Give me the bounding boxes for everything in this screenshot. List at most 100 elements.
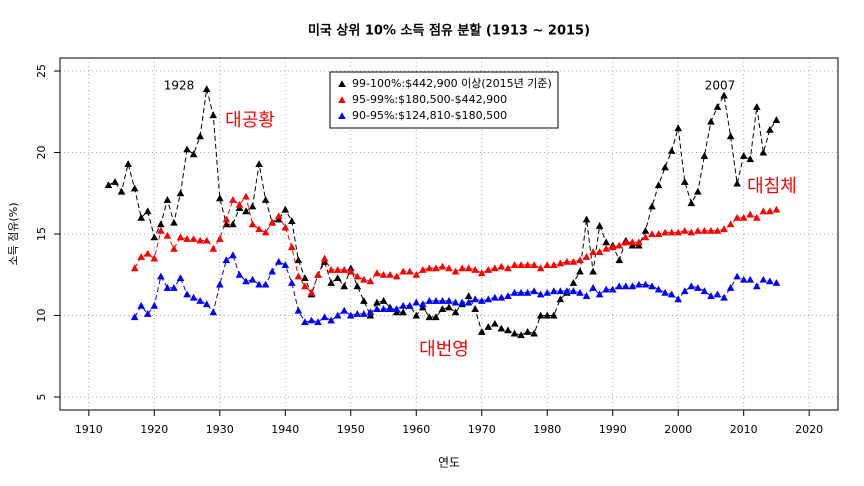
data-point <box>314 270 322 278</box>
data-point <box>209 111 218 119</box>
y-tick-label: 20 <box>35 146 48 160</box>
data-point <box>563 287 571 295</box>
data-point <box>373 269 381 277</box>
data-point <box>746 275 755 283</box>
data-point <box>373 298 381 306</box>
data-point <box>425 264 434 272</box>
x-tick-label: 1960 <box>402 423 430 436</box>
data-point <box>130 184 139 192</box>
data-point <box>196 236 204 244</box>
data-point <box>707 226 715 234</box>
data-point <box>150 233 159 241</box>
data-point <box>622 282 630 290</box>
data-point <box>425 313 434 321</box>
data-point <box>687 199 696 207</box>
data-point <box>517 261 525 269</box>
data-point <box>124 160 132 167</box>
data-point <box>307 316 316 324</box>
data-point <box>543 288 552 296</box>
data-point <box>255 160 263 167</box>
data-point <box>739 151 748 159</box>
data-point <box>739 213 748 221</box>
data-point <box>772 279 781 286</box>
data-point <box>189 293 198 301</box>
data-point <box>680 226 689 234</box>
data-point <box>477 269 486 277</box>
annotation: 대번영 <box>419 339 469 360</box>
data-point <box>589 267 597 275</box>
data-point <box>549 287 558 295</box>
data-point <box>680 178 689 185</box>
data-point <box>504 264 512 272</box>
data-point <box>648 202 656 210</box>
data-point <box>379 305 388 313</box>
data-point <box>412 298 421 306</box>
data-point <box>622 238 630 246</box>
data-point <box>137 301 146 309</box>
data-point <box>602 285 610 293</box>
data-point <box>137 253 146 260</box>
data-point <box>288 217 296 225</box>
data-point <box>274 212 283 220</box>
data-point <box>733 272 741 280</box>
data-point <box>451 267 460 275</box>
data-point <box>445 264 453 272</box>
x-tick-label: 1950 <box>337 423 365 436</box>
x-tick-label: 2010 <box>730 423 758 436</box>
data-point <box>759 275 768 283</box>
data-point <box>700 151 709 159</box>
data-point <box>589 248 597 255</box>
data-point <box>170 244 178 252</box>
data-point <box>353 272 362 280</box>
data-point <box>523 288 532 296</box>
x-tick-label: 1970 <box>468 423 496 436</box>
data-point <box>229 251 237 259</box>
data-point <box>183 235 191 242</box>
data-point <box>419 300 427 308</box>
data-point <box>739 275 748 283</box>
data-point <box>543 311 552 319</box>
data-point <box>340 266 349 273</box>
data-point <box>766 277 774 285</box>
data-point <box>281 205 290 213</box>
data-point <box>648 282 656 290</box>
data-point <box>294 256 303 264</box>
data-point <box>707 117 715 125</box>
data-point <box>484 295 493 303</box>
data-point <box>504 326 512 334</box>
data-point <box>694 187 702 195</box>
data-point <box>130 313 139 321</box>
data-point <box>327 316 335 324</box>
data-point <box>425 297 434 304</box>
data-point <box>491 264 499 272</box>
data-point <box>667 290 676 298</box>
data-point <box>707 292 715 299</box>
legend-label: 99-100%:$442,900 이상(2015년 기준) <box>352 77 552 90</box>
data-point <box>373 305 381 313</box>
data-point <box>576 267 584 275</box>
data-point <box>667 147 676 154</box>
annotation: 2007 <box>705 79 736 93</box>
data-point <box>183 145 191 153</box>
data-point <box>615 256 624 264</box>
data-point <box>327 279 335 286</box>
data-point <box>458 264 466 272</box>
y-tick-label: 15 <box>35 227 48 241</box>
data-point <box>150 254 159 262</box>
data-point <box>189 235 198 242</box>
data-point <box>661 228 669 236</box>
data-point <box>464 292 473 299</box>
legend-label: 90-95%:$124,810-$180,500 <box>352 109 507 122</box>
data-point <box>543 261 552 269</box>
series-line <box>134 195 777 294</box>
data-point <box>360 297 368 304</box>
data-point <box>752 103 761 110</box>
data-point <box>497 324 506 332</box>
data-point <box>170 218 178 226</box>
data-point <box>281 223 290 231</box>
legend-box <box>329 71 559 129</box>
data-point <box>615 241 624 249</box>
x-tick-label: 1910 <box>75 423 103 436</box>
data-point <box>143 207 152 215</box>
